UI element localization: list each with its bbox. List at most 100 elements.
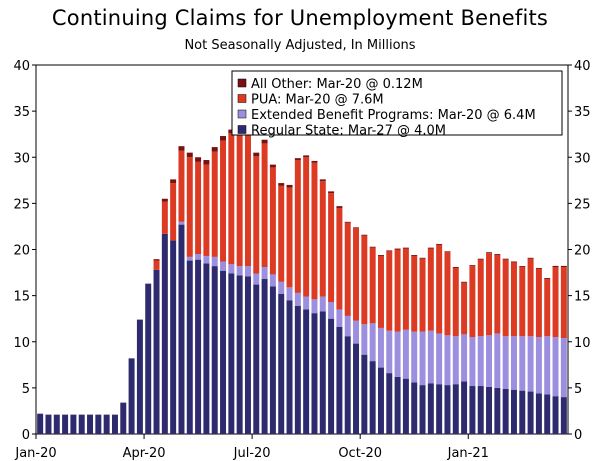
bar-pua xyxy=(560,267,567,339)
bar-extended-benefit-programs xyxy=(452,336,459,385)
bar-pua xyxy=(269,167,276,275)
bar-all-other xyxy=(560,265,567,268)
bar-pua xyxy=(211,151,218,257)
bar-pua xyxy=(486,253,493,336)
bar-extended-benefit-programs xyxy=(411,331,418,383)
bar-all-other xyxy=(203,160,210,165)
bar-pua xyxy=(452,267,459,337)
bar-all-other xyxy=(436,243,443,245)
bar-extended-benefit-programs xyxy=(386,330,393,374)
bar-all-other xyxy=(344,221,351,223)
legend-swatch xyxy=(237,109,247,119)
y-tick-label-right: 0 xyxy=(574,428,582,443)
bar-regular-state xyxy=(244,276,251,434)
bar-pua xyxy=(319,181,326,297)
y-tick-label-right: 20 xyxy=(574,244,591,259)
bar-regular-state xyxy=(153,269,160,434)
bar-extended-benefit-programs xyxy=(278,281,285,294)
bar-all-other xyxy=(519,266,526,268)
bar-all-other xyxy=(170,179,177,184)
bar-extended-benefit-programs xyxy=(228,264,235,274)
bar-all-other xyxy=(153,259,160,261)
bar-extended-benefit-programs xyxy=(444,335,451,386)
chart-subtitle: Not Seasonally Adjusted, In Millions xyxy=(184,38,416,53)
bar-all-other xyxy=(369,246,376,248)
bar-regular-state xyxy=(128,358,135,434)
bar-all-other xyxy=(294,158,301,161)
bar-all-other xyxy=(319,179,326,182)
bar-all-other xyxy=(486,252,493,254)
bar-all-other xyxy=(186,152,193,158)
bar-regular-state xyxy=(477,386,484,434)
bar-regular-state xyxy=(211,266,218,434)
bar-regular-state xyxy=(253,284,260,434)
bar-all-other xyxy=(377,255,384,256)
bar-regular-state xyxy=(161,233,168,434)
bar-regular-state xyxy=(269,286,276,434)
bar-pua xyxy=(502,259,509,337)
bar-pua xyxy=(494,255,501,334)
bar-all-other xyxy=(394,248,401,250)
bar-pua xyxy=(161,201,168,234)
bar-regular-state xyxy=(186,260,193,434)
bar-pua xyxy=(552,267,559,338)
bar-all-other xyxy=(328,191,335,194)
bar-regular-state xyxy=(527,391,534,434)
bar-regular-state xyxy=(294,305,301,434)
bar-pua xyxy=(253,156,260,274)
bar-pua xyxy=(344,222,351,316)
bar-all-other xyxy=(444,251,451,253)
bar-extended-benefit-programs xyxy=(519,336,526,391)
bar-regular-state xyxy=(103,414,110,434)
bar-all-other xyxy=(386,250,393,252)
bar-extended-benefit-programs xyxy=(211,256,218,267)
bar-extended-benefit-programs xyxy=(461,334,468,382)
bar-extended-benefit-programs xyxy=(361,324,368,355)
y-tick-label-right: 25 xyxy=(574,197,591,212)
bar-pua xyxy=(261,143,268,268)
bar-regular-state xyxy=(427,383,434,434)
bar-pua xyxy=(361,235,368,325)
bar-pua xyxy=(427,248,434,331)
bar-all-other xyxy=(469,265,476,267)
legend-label: All Other: Mar-20 @ 0.12M xyxy=(251,77,423,92)
bar-extended-benefit-programs xyxy=(494,333,501,388)
bar-regular-state xyxy=(544,394,551,434)
bar-extended-benefit-programs xyxy=(552,337,559,397)
bar-extended-benefit-programs xyxy=(236,266,243,276)
bar-all-other xyxy=(452,267,459,268)
bar-extended-benefit-programs xyxy=(510,336,517,390)
bar-regular-state xyxy=(303,309,310,434)
legend-swatch xyxy=(237,94,247,103)
bar-all-other xyxy=(527,257,534,259)
bar-pua xyxy=(461,282,468,335)
y-tick-label-left: 30 xyxy=(13,151,30,166)
bar-pua xyxy=(286,187,293,288)
y-tick-label-left: 15 xyxy=(13,290,30,305)
bar-regular-state xyxy=(394,376,401,434)
bar-all-other xyxy=(427,247,434,249)
bar-regular-state xyxy=(37,413,44,434)
bar-regular-state xyxy=(510,389,517,434)
bar-regular-state xyxy=(203,263,210,434)
bar-regular-state xyxy=(286,300,293,434)
bar-regular-state xyxy=(494,387,501,435)
bar-regular-state xyxy=(170,240,177,434)
bar-extended-benefit-programs xyxy=(394,331,401,377)
bar-all-other xyxy=(211,147,218,152)
bar-all-other xyxy=(477,258,484,260)
y-tick-label-left: 10 xyxy=(13,336,30,351)
bar-regular-state xyxy=(70,414,77,434)
bar-pua xyxy=(535,268,542,338)
bar-regular-state xyxy=(469,386,476,434)
bar-all-other xyxy=(461,281,468,283)
bar-regular-state xyxy=(336,326,343,434)
bar-regular-state xyxy=(311,313,318,434)
bar-pua xyxy=(170,183,177,241)
bar-regular-state xyxy=(78,414,85,434)
bar-all-other xyxy=(195,157,202,162)
bar-pua xyxy=(469,266,476,338)
bar-pua xyxy=(220,140,227,262)
bar-pua xyxy=(186,157,193,257)
